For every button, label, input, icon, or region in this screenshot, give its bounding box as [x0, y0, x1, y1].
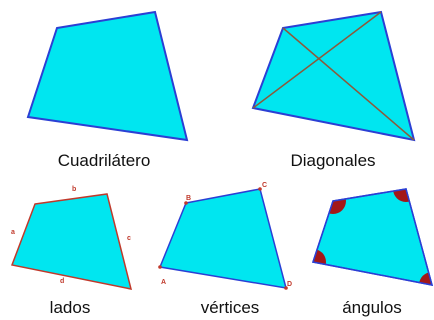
vertex-label-a: A — [161, 279, 166, 286]
vertex-dot-d — [284, 286, 288, 290]
angles-quadrilateral — [312, 188, 434, 286]
diagonals-figure — [251, 10, 416, 142]
caption-sides: lados — [49, 298, 91, 317]
vertex-label-b: B — [186, 195, 191, 202]
side-label-d: d — [60, 278, 64, 285]
caption-diagonals: Diagonales — [290, 151, 376, 170]
caption-vertices: vértices — [200, 298, 260, 317]
diagonal-line-1 — [282, 27, 415, 141]
sides-quadrilateral — [10, 193, 133, 290]
diagonal-line-2 — [252, 11, 382, 109]
vertex-label-c: C — [262, 182, 267, 189]
side-label-b: b — [72, 186, 76, 193]
side-label-c: c — [127, 235, 131, 242]
diagonals-quadrilateral — [251, 10, 416, 142]
side-label-a: a — [11, 229, 15, 236]
quadrilateral-shape — [26, 10, 189, 142]
vertices-figure: A B C D — [158, 182, 292, 290]
vertices-quadrilateral — [158, 188, 288, 289]
vertex-dot-b — [184, 201, 188, 205]
angles-figure — [312, 188, 434, 286]
caption-quadrilateral: Cuadrilátero — [57, 151, 151, 170]
angle-mark-bottom-right — [419, 272, 432, 285]
vertex-dot-c — [258, 187, 262, 191]
caption-angles: ángulos — [342, 298, 402, 317]
vertex-dot-a — [158, 265, 162, 269]
vertex-label-d: D — [287, 281, 292, 288]
sides-figure: a b c d — [10, 186, 133, 290]
